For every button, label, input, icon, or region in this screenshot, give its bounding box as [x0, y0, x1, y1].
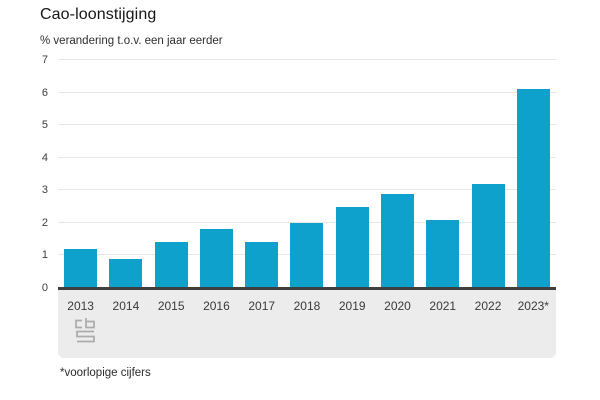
y-tick-label-6: 6 — [41, 86, 48, 99]
bar-slot — [330, 60, 375, 288]
bar-2020[interactable] — [380, 193, 414, 288]
y-tick-label-1: 1 — [41, 249, 48, 262]
gridline-3 — [58, 189, 556, 191]
x-tick-label-2013: 2013 — [67, 299, 94, 313]
x-tick-label-2020: 2020 — [384, 299, 411, 313]
plot-area: 0 1 2 3 4 5 6 7 — [42, 54, 556, 294]
y-tick-label-3: 3 — [41, 184, 48, 197]
cbs-logo-b — [85, 318, 95, 329]
y-tick-label-5: 5 — [41, 119, 48, 132]
cbs-logo-c — [75, 319, 82, 329]
bar-2017[interactable] — [245, 242, 279, 288]
bar-slot — [194, 60, 239, 288]
cbs-logo — [75, 318, 95, 343]
gridline-2 — [58, 221, 556, 223]
bar-2016[interactable] — [199, 229, 233, 288]
bar-2021[interactable] — [426, 219, 460, 288]
bar-slot — [103, 60, 148, 288]
bar-slot — [58, 60, 103, 288]
x-tick-label-2018: 2018 — [293, 299, 321, 313]
bar-slot — [239, 60, 284, 288]
x-axis-band: 2013 2014 2015 2016 2017 2018 2019 2020 2021 2022… — [58, 290, 556, 358]
gridline-6 — [58, 91, 556, 93]
y-tick-label-4: 4 — [41, 151, 48, 164]
bar-slot — [420, 60, 465, 288]
bar-2013[interactable] — [64, 248, 98, 288]
gridline-4 — [58, 156, 556, 158]
bar-slot — [149, 60, 194, 288]
x-tick-label-2015: 2015 — [157, 299, 185, 313]
bar-2023[interactable] — [516, 89, 550, 288]
bar-slot — [465, 60, 510, 288]
x-tick-label-2019: 2019 — [338, 299, 366, 313]
bar-slot — [284, 60, 329, 288]
x-tick-label-2022: 2022 — [474, 299, 502, 313]
chart-subtitle: % verandering t.o.v. een jaar eerder — [40, 35, 223, 47]
x-tick-label-2016: 2016 — [203, 299, 230, 313]
x-tick-label-2021: 2021 — [429, 299, 457, 313]
y-tick-label-0: 0 — [41, 282, 48, 294]
bar-2022[interactable] — [471, 183, 505, 288]
bar-slot — [375, 60, 420, 288]
y-tick-label-2: 2 — [41, 216, 48, 229]
bars-row — [58, 60, 556, 288]
bar-2014[interactable] — [109, 258, 143, 288]
x-tick-label-2017: 2017 — [248, 299, 276, 313]
cbs-logo-s — [76, 330, 95, 343]
bar-slot — [511, 60, 556, 288]
bar-2015[interactable] — [154, 242, 188, 288]
y-tick-label-7: 7 — [41, 54, 48, 66]
chart-title: Cao-loonstijging — [40, 6, 157, 23]
bar-2018[interactable] — [290, 222, 324, 288]
gridline-5 — [58, 124, 556, 126]
x-axis-labels: 2013 2014 2015 2016 2017 2018 2019 2020 2021 2022… — [58, 290, 556, 313]
x-tick-label-2014: 2014 — [112, 299, 140, 313]
footnote: *voorlopige cijfers — [60, 367, 151, 379]
x-axis-baseline — [58, 287, 556, 290]
bar-2019[interactable] — [335, 206, 369, 288]
gridline-7 — [58, 59, 556, 60]
x-tick-label-2023: 2023* — [517, 299, 549, 313]
